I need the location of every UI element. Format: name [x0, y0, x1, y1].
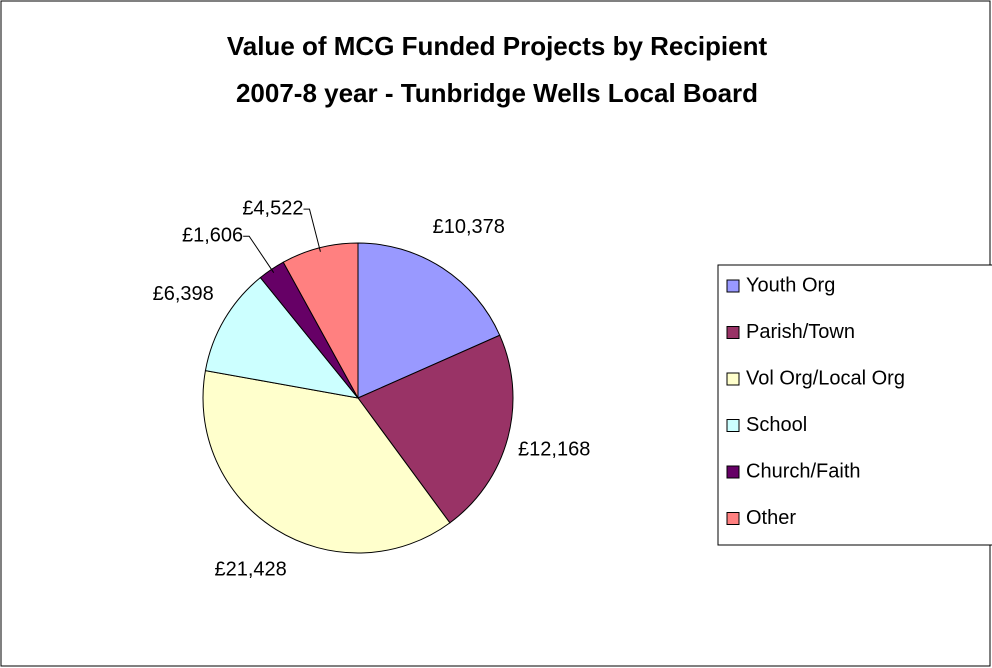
- leader-line: [243, 235, 275, 273]
- legend-swatch: [726, 512, 740, 525]
- data-label: £12,168: [518, 438, 590, 460]
- data-label: £21,428: [215, 559, 287, 581]
- pie-slice: [357, 334, 514, 524]
- data-label: £4,522: [242, 197, 303, 219]
- legend-label: Vol Org/Local Org: [746, 367, 905, 389]
- data-label: £1,606: [182, 224, 243, 246]
- pie-slice: [202, 370, 451, 554]
- legend-swatch: [726, 465, 740, 479]
- chart-title: Value of MCG Funded Projects by Recipien…: [227, 31, 768, 61]
- legend-swatch: [726, 419, 740, 432]
- chart-title: 2007-8 year - Tunbridge Wells Local Boar…: [236, 78, 758, 108]
- pie-slice: [357, 242, 501, 399]
- legend-swatch: [726, 279, 740, 293]
- legend-label: Other: [746, 507, 796, 529]
- pie-slice: [204, 276, 360, 399]
- legend-label: School: [746, 414, 807, 436]
- data-label: £6,398: [153, 283, 214, 305]
- legend-box: [717, 264, 992, 546]
- leader-line: [303, 208, 321, 252]
- legend-label: Church/Faith: [746, 460, 861, 482]
- legend-swatch: [726, 326, 740, 339]
- data-label: £10,378: [433, 216, 505, 238]
- legend-label: Youth Org: [746, 274, 835, 296]
- legend-label: Parish/Town: [746, 321, 855, 343]
- legend-swatch: [726, 372, 740, 386]
